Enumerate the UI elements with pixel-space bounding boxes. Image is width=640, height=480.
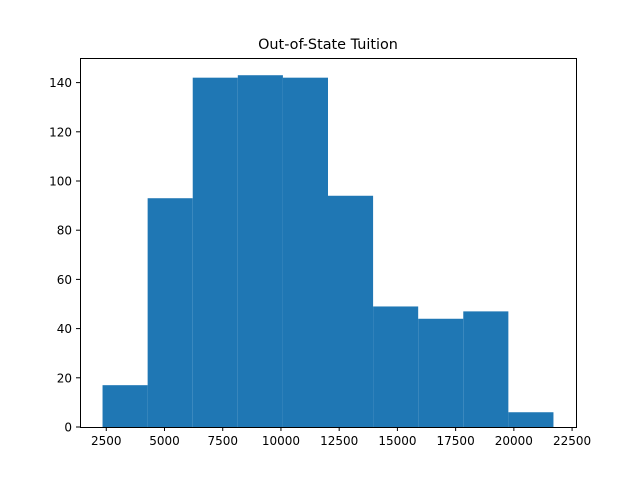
x-tick-label: 17500 xyxy=(437,434,475,448)
y-tick-label: 100 xyxy=(49,175,72,189)
histogram-bar xyxy=(373,306,419,427)
histogram-bar xyxy=(328,195,374,427)
y-axis-ticks: 0 20 40 60 80 100 120 140 xyxy=(49,76,80,435)
axes-frame xyxy=(80,58,577,428)
y-tick-label: 60 xyxy=(57,273,72,287)
y-tick-label: 140 xyxy=(49,76,72,90)
histogram-bar xyxy=(147,198,193,427)
x-axis-ticks: 2500 5000 7500 10000 12500 15000 17500 20000 225… xyxy=(91,427,591,448)
y-tick-label: 80 xyxy=(57,224,72,238)
histogram-bar xyxy=(282,77,328,428)
bars-group xyxy=(102,75,554,428)
histogram-bar xyxy=(463,311,509,427)
histogram-bar xyxy=(508,412,554,427)
x-tick-label: 20000 xyxy=(495,434,533,448)
y-tick-label: 0 xyxy=(64,421,72,435)
chart-title: Out-of-State Tuition xyxy=(258,37,398,53)
y-tick-label: 20 xyxy=(57,371,72,385)
x-tick-label: 15000 xyxy=(378,434,416,448)
x-tick-label: 10000 xyxy=(262,434,300,448)
histogram-bar xyxy=(418,318,464,427)
histogram-bar xyxy=(192,77,238,428)
y-tick-label: 120 xyxy=(49,125,72,139)
histogram-bar xyxy=(237,75,283,427)
x-tick-label: 2500 xyxy=(91,434,122,448)
x-tick-label: 5000 xyxy=(149,434,180,448)
x-tick-label: 12500 xyxy=(320,434,358,448)
y-tick-label: 40 xyxy=(57,322,72,336)
x-tick-label: 7500 xyxy=(207,434,238,448)
histogram-bar xyxy=(102,385,148,427)
x-tick-label: 22500 xyxy=(553,434,591,448)
